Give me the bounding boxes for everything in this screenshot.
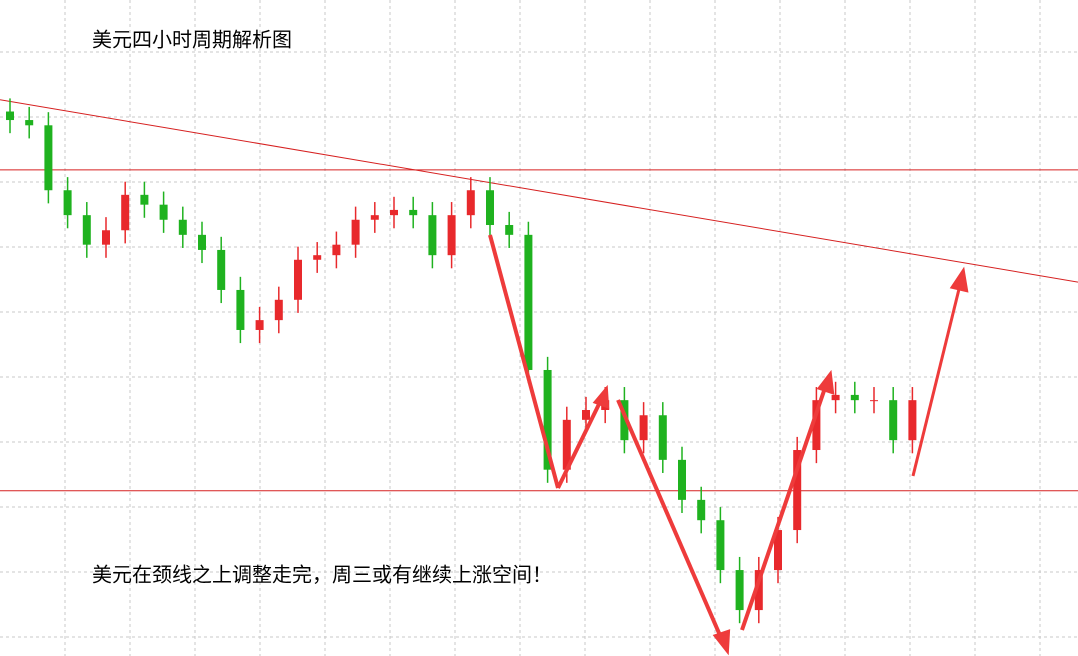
candle-body — [63, 190, 72, 216]
candle-body — [102, 230, 110, 245]
candle-body — [370, 215, 379, 220]
arrow — [556, 397, 604, 489]
annotation: 美元在颈线之上调整走完，周三或有继续上涨空间！ — [92, 563, 552, 587]
arrow-head — [712, 629, 731, 656]
candle-body — [793, 450, 802, 531]
arrow — [911, 284, 962, 477]
candle-body — [255, 320, 264, 330]
candle-body — [428, 215, 437, 256]
candle-body — [409, 209, 418, 216]
trend-line — [0, 99, 1078, 283]
candle-body — [198, 234, 206, 250]
candle-body — [524, 234, 533, 370]
arrow — [616, 399, 724, 641]
candle-body — [332, 244, 341, 256]
candle-body — [217, 249, 226, 290]
candle-body — [351, 219, 360, 245]
candle-body — [25, 120, 34, 126]
arrow-head — [592, 384, 610, 409]
candle-body — [140, 194, 149, 205]
candle-body — [274, 299, 283, 321]
candle-body — [466, 190, 475, 216]
candle-body — [562, 419, 571, 470]
candle-body — [697, 499, 706, 521]
arrow-head — [949, 266, 969, 293]
candle-body — [313, 255, 322, 260]
candle-body — [121, 194, 130, 231]
candle-body — [390, 209, 398, 216]
candle-body — [294, 259, 302, 300]
candle-body — [582, 410, 590, 420]
candle-body — [236, 289, 245, 330]
candle-body — [620, 400, 629, 441]
candle-body — [716, 520, 725, 571]
candle-body — [6, 111, 14, 121]
arrow — [488, 234, 560, 489]
candle-body — [908, 400, 917, 441]
candle-body — [159, 204, 168, 220]
candle-body — [850, 394, 859, 401]
candle-body — [735, 570, 744, 611]
arrow-head — [816, 369, 835, 395]
candle-body — [543, 369, 552, 470]
candle-body — [82, 215, 91, 245]
candle-body — [44, 125, 53, 191]
candle-body — [889, 400, 898, 441]
arrows — [488, 234, 969, 656]
candle-body — [639, 415, 648, 441]
chart-title: 美元四小时周期解析图 — [92, 28, 292, 52]
candle-body — [870, 400, 878, 402]
candle-body — [178, 219, 187, 235]
candle-body — [774, 530, 782, 571]
candle-body — [658, 415, 667, 460]
candle-body — [812, 400, 821, 451]
candle-body — [831, 394, 840, 401]
candle-body — [447, 215, 456, 256]
arrow — [740, 384, 828, 631]
plot — [0, 98, 1078, 624]
candle-body — [754, 570, 763, 611]
candle-body — [505, 225, 514, 235]
candle-body — [486, 190, 494, 226]
candle-body — [678, 459, 686, 500]
